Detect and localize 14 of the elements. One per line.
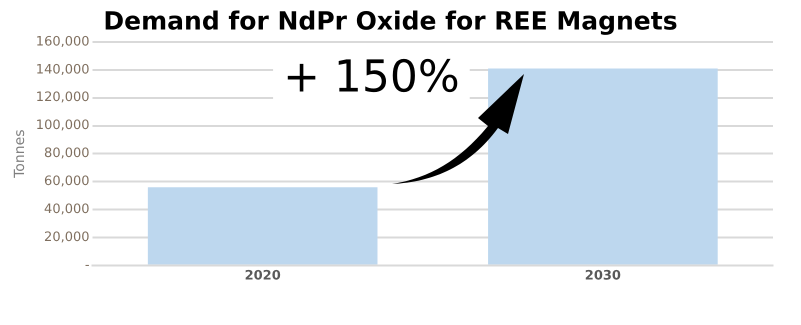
chart-title: Demand for NdPr Oxide for REE Magnets: [103, 6, 678, 36]
y-tick-label: 40,000: [44, 202, 90, 217]
y-tick-label: 100,000: [36, 118, 90, 134]
x-tick-label: 2030: [584, 268, 621, 284]
y-tick-label: 60,000: [44, 174, 90, 189]
y-tick-label: 20,000: [44, 230, 90, 245]
x-tick-label: 2020: [244, 268, 281, 284]
y-tick-label: -: [84, 258, 90, 273]
y-tick-label: 120,000: [36, 90, 90, 106]
y-tick-label: 80,000: [44, 146, 90, 162]
y-axis-title: Tonnes: [12, 129, 28, 179]
y-tick-label: 140,000: [36, 62, 90, 78]
annotation: + 150%: [283, 51, 460, 102]
y-tick-label: 160,000: [36, 34, 90, 50]
